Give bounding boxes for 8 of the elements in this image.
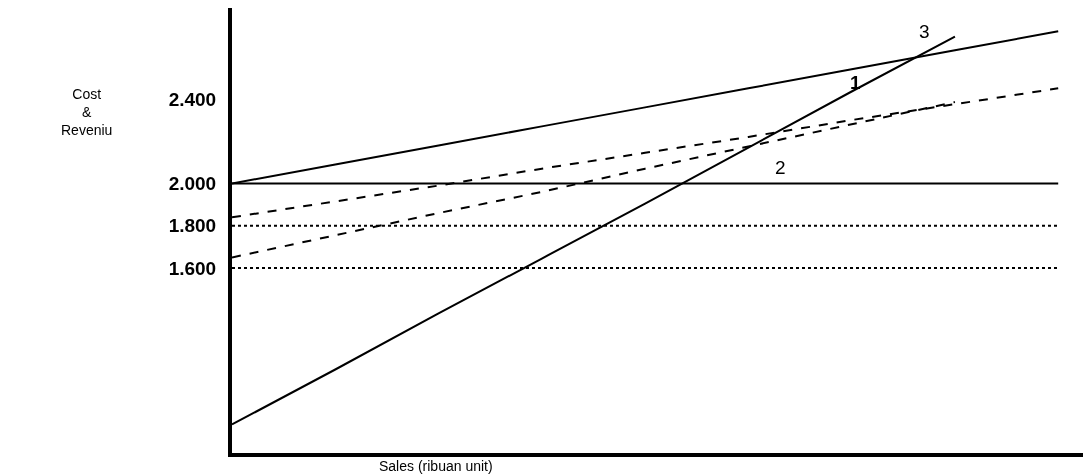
y-axis-title: Cost & Reveniu bbox=[61, 86, 113, 139]
annotation: 3 bbox=[919, 21, 930, 42]
x-axis-title: Sales (ribuan unit) bbox=[379, 458, 493, 474]
annotation: 2 bbox=[775, 157, 786, 178]
y-tick-label: 2.000 bbox=[168, 173, 217, 195]
y-tick-label: 1.600 bbox=[168, 257, 217, 279]
y-tick-label: 2.400 bbox=[168, 88, 217, 110]
y-tick-label: 1.800 bbox=[168, 215, 217, 237]
